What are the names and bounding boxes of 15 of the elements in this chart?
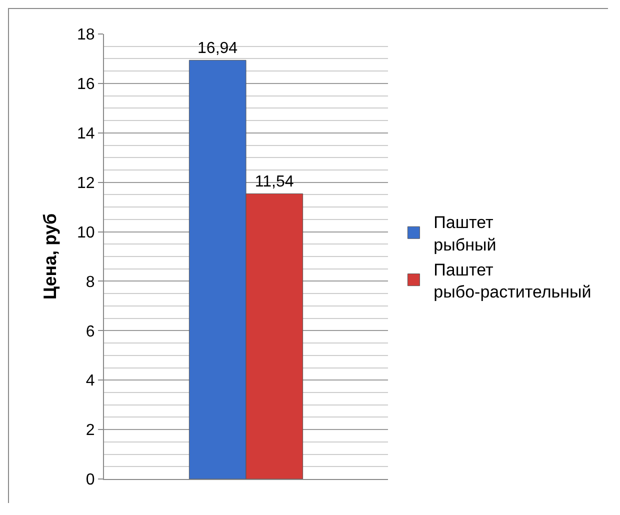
legend-label: Паштет рыбо-растительный xyxy=(434,260,592,302)
y-tick-label: 18 xyxy=(77,26,95,44)
y-tick-label: 12 xyxy=(77,174,95,192)
y-tick-label: 4 xyxy=(86,372,95,390)
y-tick-label: 16 xyxy=(77,76,95,94)
data-label: 16,94 xyxy=(198,40,238,58)
data-label: 11,54 xyxy=(254,174,294,191)
y-tick-label: 2 xyxy=(86,422,95,440)
y-tick-label: 14 xyxy=(77,125,95,142)
y-tick-label: 10 xyxy=(77,224,95,242)
legend-label: Паштет рыбный xyxy=(434,213,496,254)
y-tick-label: 6 xyxy=(86,323,95,340)
y-axis-title: Цена, руб xyxy=(40,213,60,300)
y-tick-label: 8 xyxy=(86,274,95,291)
y-tick-label: 0 xyxy=(86,472,95,489)
